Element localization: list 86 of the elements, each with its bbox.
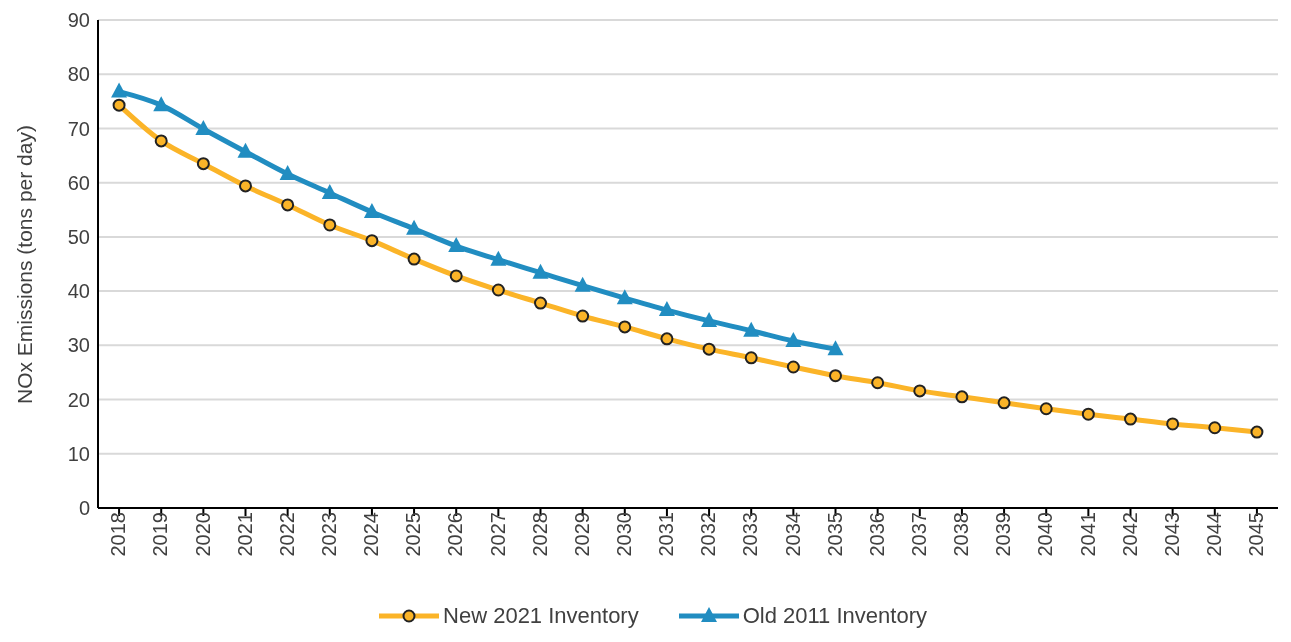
y-axis-title: NOx Emissions (tons per day)	[13, 125, 37, 404]
point	[279, 164, 296, 180]
point	[827, 340, 844, 356]
x-tick-label: 2038	[950, 512, 973, 557]
x-tick-label: 2039	[992, 512, 1015, 557]
x-tick-label: 2036	[865, 512, 888, 557]
y-tick-label: 80	[67, 63, 90, 86]
point	[618, 320, 632, 334]
y-tick-label: 60	[67, 171, 90, 194]
x-tick-label: 2024	[360, 512, 383, 557]
point	[913, 384, 927, 398]
x-tick-label: 2027	[486, 512, 509, 557]
x-tick-label: 2019	[149, 512, 172, 557]
x-tick-label: 2030	[612, 512, 635, 557]
y-tick-label: 40	[67, 280, 90, 303]
x-tick-label: 2022	[275, 512, 298, 557]
y-tick-label: 30	[67, 334, 90, 357]
point	[1250, 425, 1264, 439]
x-tick-label: 2023	[317, 512, 340, 557]
point	[1039, 402, 1053, 416]
point	[743, 321, 760, 337]
point	[576, 309, 590, 323]
x-tick-label: 2028	[528, 512, 551, 557]
x-tick-label: 2035	[823, 512, 846, 557]
point	[1208, 421, 1222, 435]
point	[744, 351, 758, 365]
point	[490, 250, 507, 266]
point	[323, 218, 337, 232]
y-tick-label: 10	[67, 442, 90, 465]
x-tick-label: 2041	[1076, 512, 1099, 557]
x-tick-label: 2033	[739, 512, 762, 557]
point	[660, 332, 674, 346]
x-tick-label: 2031	[655, 512, 678, 557]
x-tick-label: 2021	[233, 512, 256, 557]
legend-label: Old 2011 Inventory	[742, 603, 927, 629]
point	[829, 369, 842, 383]
point	[406, 219, 423, 235]
x-tick-label: 2043	[1160, 512, 1183, 557]
x-tick-label: 2029	[570, 512, 593, 557]
x-tick-label: 2034	[781, 512, 804, 557]
point	[785, 332, 802, 347]
point	[532, 263, 549, 279]
point	[239, 179, 252, 193]
x-tick-label: 2020	[191, 512, 214, 557]
point	[701, 311, 718, 327]
point	[997, 396, 1011, 410]
y-tick-label: 20	[67, 388, 90, 411]
point	[1081, 407, 1095, 421]
legend-label: New 2021 Inventory	[443, 603, 639, 629]
point	[112, 98, 126, 112]
x-tick-label: 2037	[907, 512, 930, 557]
x-tick-label: 2044	[1202, 512, 1225, 557]
point	[196, 157, 210, 171]
point	[491, 283, 505, 297]
y-tick-label: 70	[67, 117, 90, 140]
point	[1166, 417, 1180, 431]
point	[237, 142, 254, 158]
point	[449, 269, 463, 283]
y-tick-label: 90	[67, 9, 90, 32]
point	[321, 183, 338, 199]
point	[365, 234, 379, 248]
x-tick-label: 2025	[402, 512, 425, 557]
point	[658, 301, 675, 317]
point	[153, 96, 170, 112]
point	[407, 252, 421, 266]
y-tick-label: 50	[67, 225, 90, 248]
y-tick-label: 0	[78, 497, 90, 520]
point	[1124, 412, 1137, 426]
point	[702, 342, 716, 356]
point	[955, 390, 969, 404]
point	[534, 296, 547, 310]
x-tick-label: 2026	[444, 512, 467, 557]
point	[154, 134, 168, 148]
x-tick-label: 2045	[1245, 512, 1268, 557]
point	[448, 237, 465, 253]
point	[871, 376, 885, 390]
point	[281, 198, 295, 212]
point	[363, 202, 380, 218]
point	[574, 276, 591, 292]
point	[616, 289, 633, 305]
x-tick-label: 2042	[1118, 512, 1141, 557]
x-tick-label: 2018	[107, 512, 130, 557]
point	[111, 82, 128, 98]
point	[786, 360, 800, 374]
x-tick-label: 2032	[697, 512, 720, 557]
x-tick-label: 2040	[1034, 512, 1057, 557]
